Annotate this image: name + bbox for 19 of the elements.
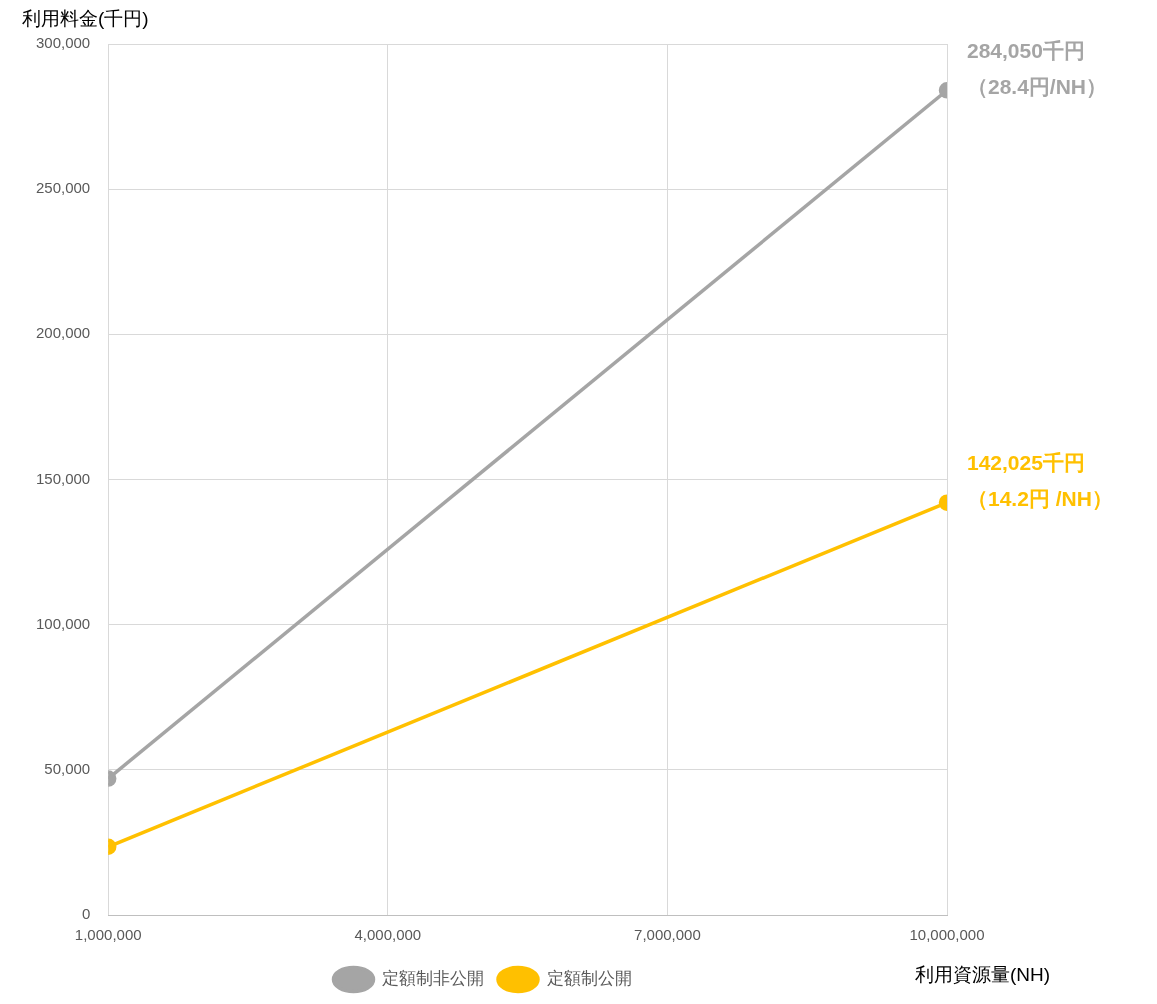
y-tick-label: 0 (81, 905, 91, 923)
text: （14.2円 /NH） (967, 487, 1113, 511)
legend-label: 定額制公開 (546, 969, 632, 989)
y-tick-label: 200,000 (35, 324, 91, 342)
x-axis-title: 利用資源量(NH) (915, 963, 1051, 987)
x-tick-label: 1,000,000 (74, 926, 142, 944)
y-tick-label: 250,000 (35, 179, 91, 197)
text: 142,025千円 (967, 451, 1085, 475)
y-tick-label: 50,000 (44, 759, 91, 777)
text: 284,050千円 (967, 39, 1085, 63)
x-tick-label: 4,000,000 (354, 926, 422, 944)
y-tick-label: 300,000 (35, 34, 91, 52)
x-tick-label: 7,000,000 (634, 926, 701, 944)
y-axis-title: 利用料金(千円) (22, 7, 149, 31)
y-tick-label: 150,000 (35, 469, 91, 487)
y-tick-label: 100,000 (35, 614, 91, 632)
text: （28.4円/NH） (967, 75, 1108, 99)
x-tick-label: 10,000,000 (909, 926, 985, 944)
legend-label: 定額制非公開 (382, 969, 484, 989)
